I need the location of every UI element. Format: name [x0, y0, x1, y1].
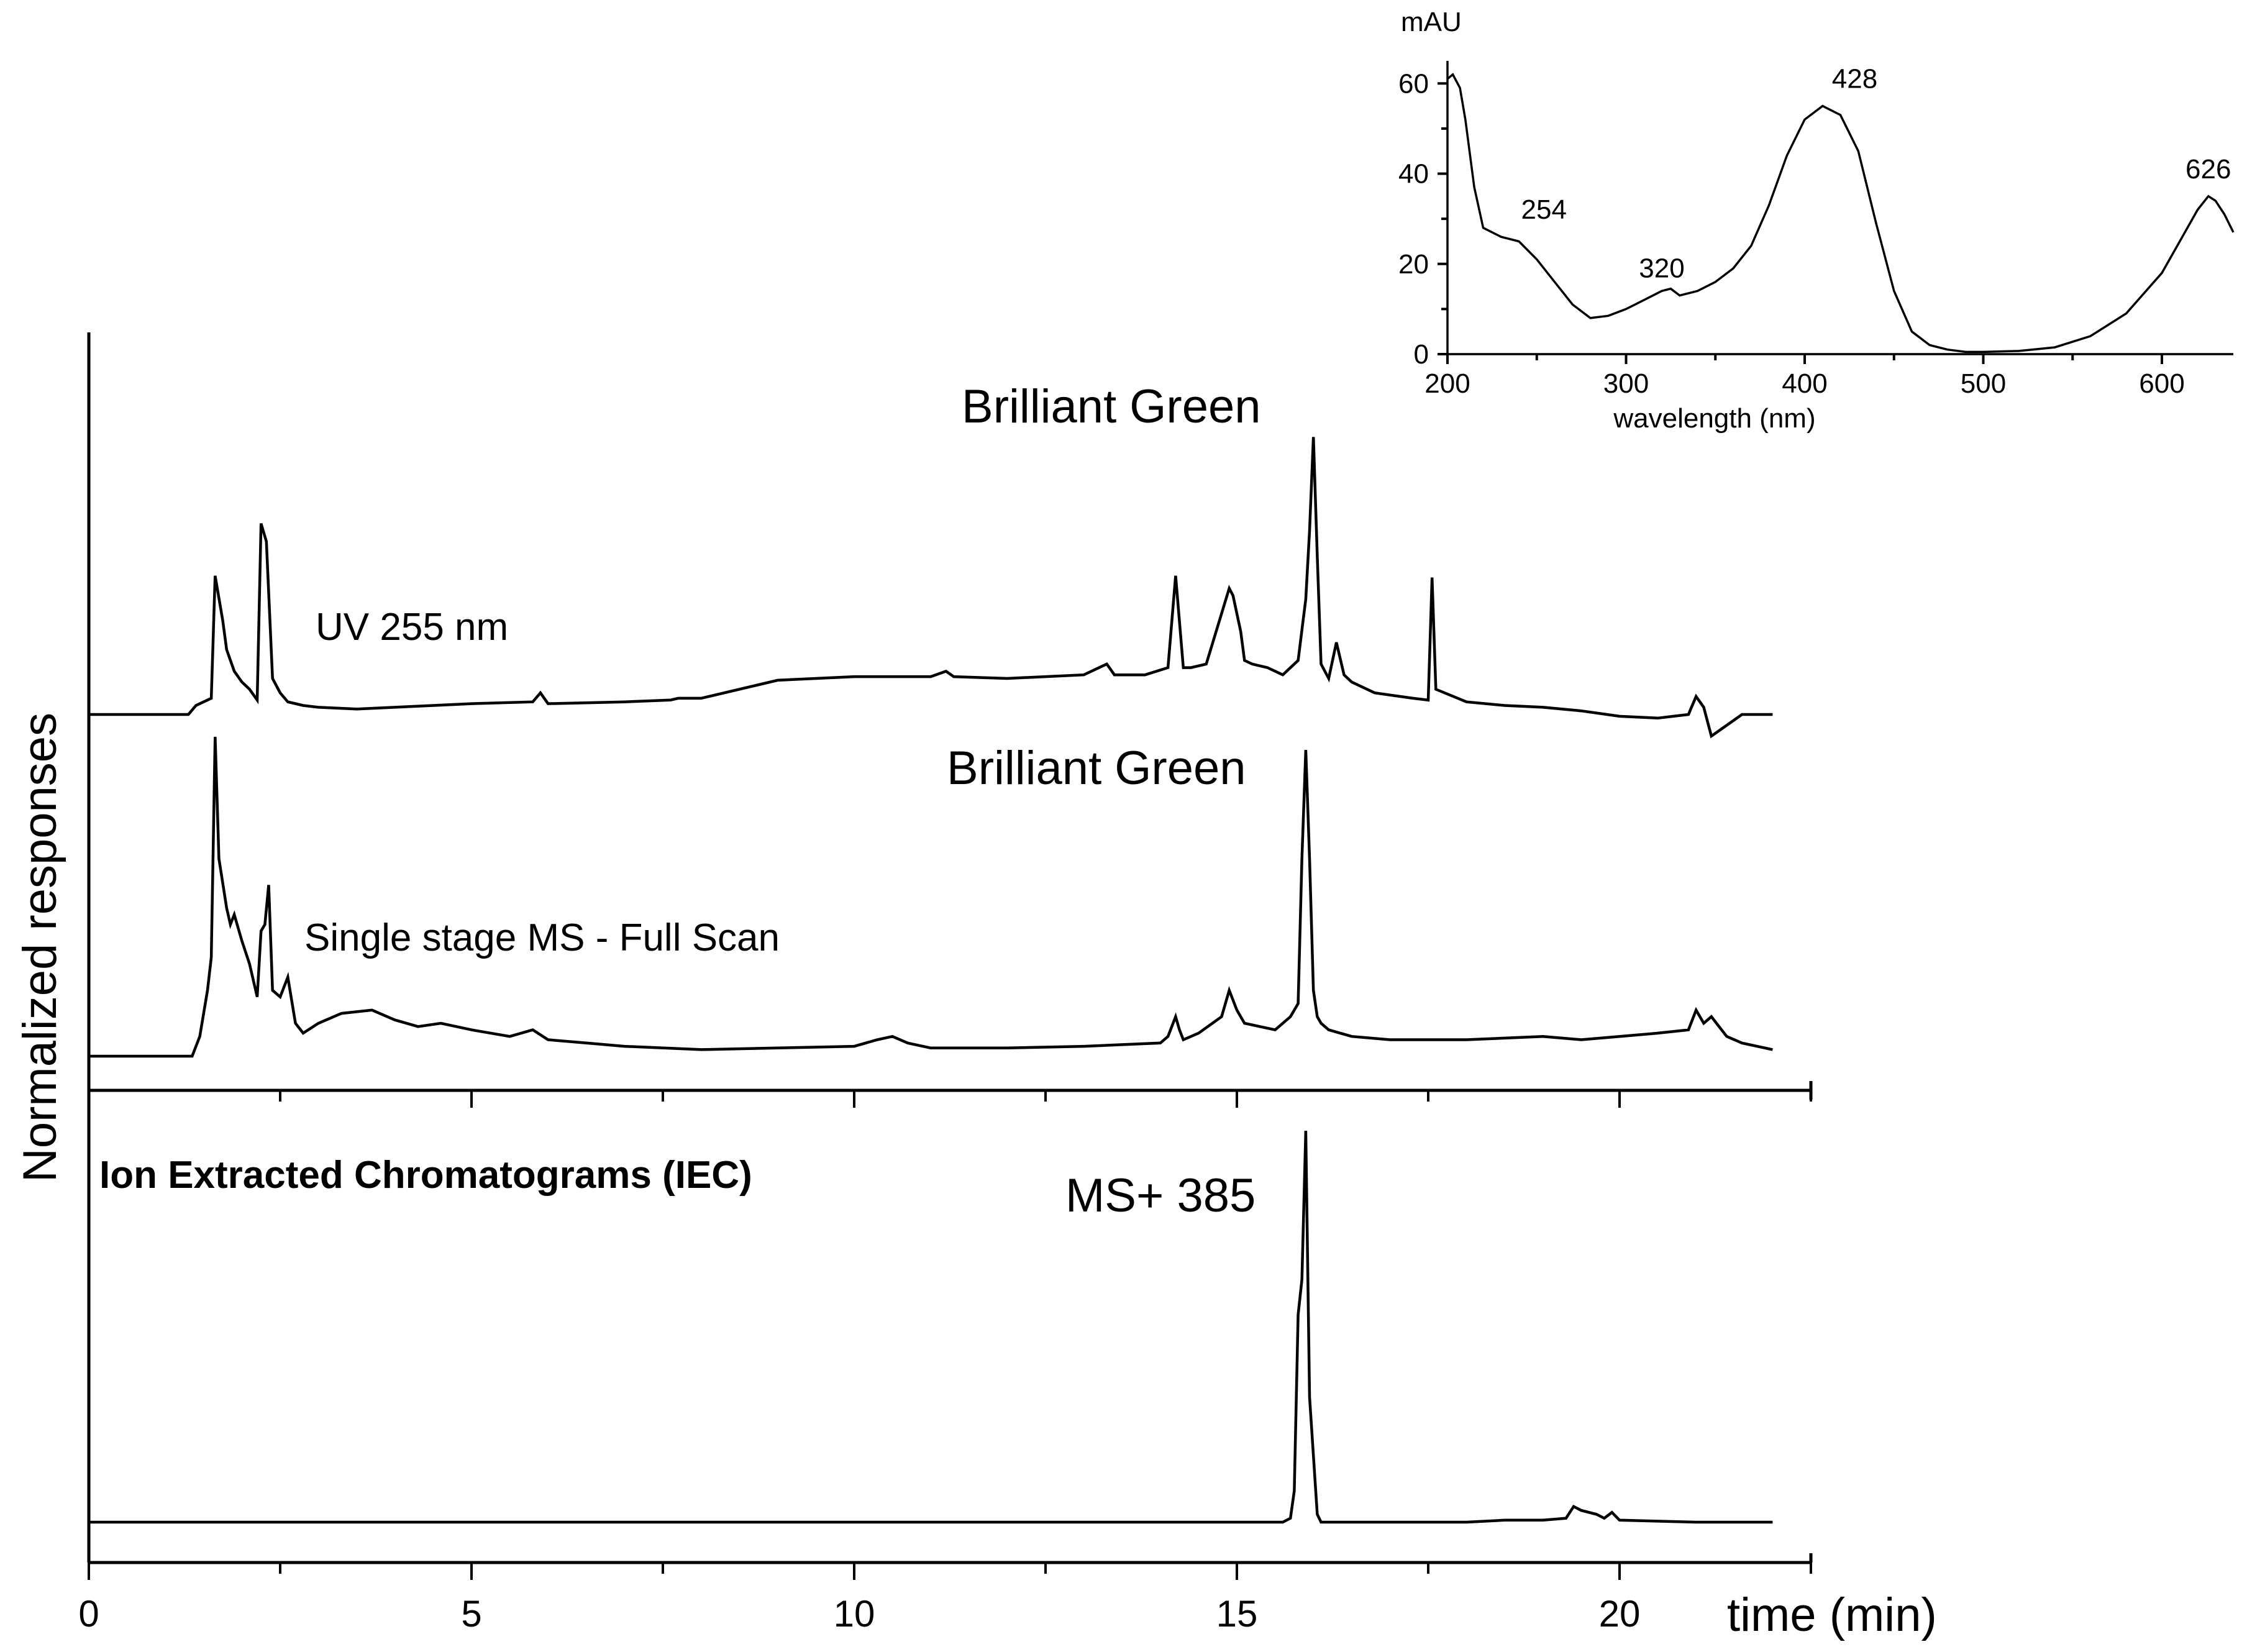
inset-x-tick-label: 600: [2139, 368, 2184, 399]
inset-peak-label: 254: [1521, 194, 1567, 225]
inset-peak-label: 626: [2185, 154, 2231, 185]
inset-peak-label: 320: [1639, 253, 1684, 284]
main-y-label: Normalized responses: [14, 713, 66, 1182]
main-axes: 0 5 10 15 20: [78, 332, 1813, 1635]
main-x-tick-label: 20: [1599, 1593, 1641, 1635]
label-brilliant-green-uv: Brilliant Green: [962, 380, 1261, 433]
main-x-tick-label: 15: [1216, 1593, 1258, 1635]
inset-x-tick-label: 300: [1603, 368, 1649, 399]
main-ticks-lower: [88, 1563, 1812, 1580]
inset-y-tick-label: 0: [1414, 339, 1429, 370]
inset-y-tick-label: 60: [1398, 68, 1429, 99]
label-ms-385: MS+ 385: [1065, 1169, 1256, 1222]
label-single-stage-ms: Single stage MS - Full Scan: [304, 916, 780, 959]
ms-385-trace: [89, 1130, 1773, 1524]
uv-255-trace: [89, 437, 1773, 739]
inset-x-tick-label: 400: [1782, 368, 1827, 399]
main-x-tick-label: 0: [78, 1593, 99, 1635]
label-brilliant-green-ms: Brilliant Green: [947, 742, 1246, 795]
inset-peak-label: 428: [1832, 64, 1877, 94]
label-iec: Ion Extracted Chromatograms (IEC): [99, 1154, 752, 1197]
main-tick-labels: 0 5 10 15 20: [78, 1593, 1640, 1635]
inset-x-tick-label: 200: [1424, 368, 1470, 399]
inset-y-label: mAU: [1401, 7, 1462, 37]
inset-x-label: wavelength (nm): [1613, 403, 1815, 434]
inset-y-tick-label: 40: [1398, 159, 1429, 189]
main-ticks-upper: [88, 1090, 1812, 1108]
inset-x-tick-label: 500: [1961, 368, 2006, 399]
inset-y-tick-label: 20: [1398, 249, 1429, 280]
inset-tick-labels: 200 300 400 500 600 0 20 40 60: [1398, 68, 2185, 399]
ms-full-scan-trace: [89, 736, 1773, 1058]
label-uv-255: UV 255 nm: [316, 606, 508, 649]
inset-ticks: [1438, 82, 2163, 364]
inset-peak-labels: 254 320 428 626: [1521, 64, 2231, 284]
main-x-tick-label: 10: [834, 1593, 875, 1635]
inset-spectrum-trace: [1446, 73, 2235, 354]
main-x-label: time (min): [1727, 1589, 1937, 1641]
main-x-tick-label: 5: [461, 1593, 481, 1635]
